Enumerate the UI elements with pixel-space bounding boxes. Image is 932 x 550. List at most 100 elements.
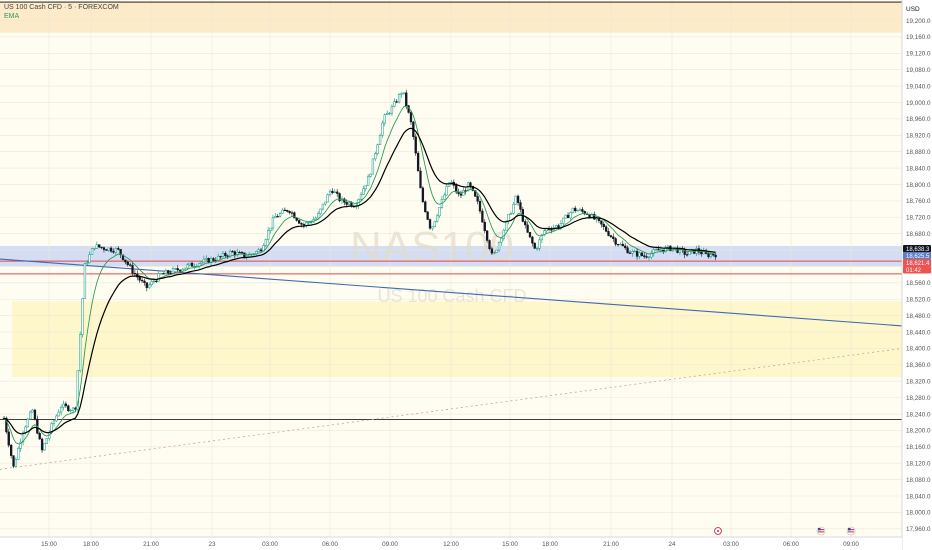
candle-body xyxy=(507,214,510,222)
candle-body xyxy=(538,239,541,249)
candle-body xyxy=(31,409,34,413)
candle-body xyxy=(290,212,294,214)
candle-body xyxy=(167,270,170,274)
candle-body xyxy=(654,249,658,251)
candle-body xyxy=(174,268,177,270)
candle-body xyxy=(562,217,565,224)
candle-body xyxy=(176,268,179,271)
candle-body xyxy=(478,201,482,212)
candle-body xyxy=(52,420,56,424)
candle-body xyxy=(171,268,175,274)
candle-body xyxy=(326,194,329,203)
time-tick-label: 09:00 xyxy=(382,541,398,548)
candle-body xyxy=(635,250,639,257)
candle-body xyxy=(400,93,403,95)
candle-body xyxy=(231,251,234,253)
candle-body xyxy=(295,217,298,221)
candle-body xyxy=(426,211,429,220)
time-tick-label: 03:00 xyxy=(723,541,739,548)
candle-body xyxy=(336,191,339,194)
candle-body xyxy=(516,195,520,203)
candle-body xyxy=(614,238,617,245)
candle-body xyxy=(12,455,15,467)
price-tick-label: 18,680.0 xyxy=(906,231,931,238)
candle-body xyxy=(685,254,689,256)
candle-body xyxy=(283,209,286,211)
price-badge-label: 01:42 xyxy=(906,268,922,274)
candle-body xyxy=(131,265,134,274)
candle-body xyxy=(557,225,560,228)
candle-body xyxy=(345,202,348,205)
time-tick-label: 21:00 xyxy=(143,541,159,548)
candle-body xyxy=(140,279,144,282)
event-marker-icon xyxy=(714,527,722,535)
candle-body xyxy=(133,272,137,275)
candle-body xyxy=(505,220,508,231)
candle-body xyxy=(447,182,451,187)
time-tick-label: 15:00 xyxy=(41,541,57,548)
price-badge-0: 18,638.3 xyxy=(903,245,931,253)
candle-body xyxy=(638,252,641,257)
candle-body xyxy=(21,432,25,443)
candle-body xyxy=(338,193,341,202)
candle-body xyxy=(626,247,629,254)
candle-body xyxy=(300,223,303,225)
symbol-title[interactable]: US 100 Cash CFD · 5 · FOREXCOM xyxy=(4,4,119,11)
candle-body xyxy=(169,272,172,275)
candle-body xyxy=(333,191,336,194)
time-tick-label: 15:00 xyxy=(502,541,518,548)
candle-body xyxy=(226,255,229,257)
price-tick-label: 18,880.0 xyxy=(906,149,931,156)
price-tick-label: 18,760.0 xyxy=(906,198,931,205)
candle-body xyxy=(114,248,118,253)
candle-body xyxy=(390,106,394,114)
candle-body xyxy=(121,254,125,261)
candle-body xyxy=(143,280,146,283)
candle-body xyxy=(64,403,68,407)
price-tick-label: 18,400.0 xyxy=(906,346,931,353)
candle-body xyxy=(264,239,267,246)
candle-body xyxy=(271,217,275,229)
candle-body xyxy=(419,170,422,189)
candle-body xyxy=(33,409,37,420)
candle-body xyxy=(359,194,363,200)
candle-body xyxy=(612,236,615,239)
currency-label: USD xyxy=(906,6,920,13)
candle-body xyxy=(164,270,167,274)
candle-body xyxy=(17,448,20,460)
candle-body xyxy=(183,267,187,270)
candle-body xyxy=(378,135,382,145)
candle-body xyxy=(428,219,432,229)
candle-body xyxy=(193,265,196,268)
candle-body xyxy=(564,214,567,219)
price-tick-label: 18,480.0 xyxy=(906,313,931,320)
candle-body xyxy=(5,417,8,433)
candle-body xyxy=(450,181,453,184)
candle-body xyxy=(533,242,536,249)
candle-body xyxy=(228,251,232,257)
candle-body xyxy=(117,248,120,250)
candle-body xyxy=(574,207,577,212)
candle-body xyxy=(609,235,613,238)
candle-body xyxy=(152,280,156,283)
candle-body xyxy=(369,173,372,177)
candle-body xyxy=(424,201,427,213)
candle-body xyxy=(55,415,58,422)
time-tick-label: 24 xyxy=(668,541,676,548)
candle-body xyxy=(576,210,579,212)
price-tick-label: 18,000.0 xyxy=(906,510,931,517)
time-tick-label: 06:00 xyxy=(322,541,338,548)
price-badge-label: 18,625.5 xyxy=(906,254,930,260)
candle-body xyxy=(347,202,351,205)
ema-indicator-label[interactable]: EMA xyxy=(4,13,20,20)
watermark-description: US 100 Cash CFD xyxy=(377,286,526,306)
candle-body xyxy=(159,273,163,275)
candle-body xyxy=(500,238,503,243)
time-tick-label: 12:00 xyxy=(443,541,459,548)
time-tick-label: 06:00 xyxy=(783,541,799,548)
candle-body xyxy=(455,185,458,193)
candle-body xyxy=(240,252,244,254)
time-tick-label: 23 xyxy=(208,541,216,548)
